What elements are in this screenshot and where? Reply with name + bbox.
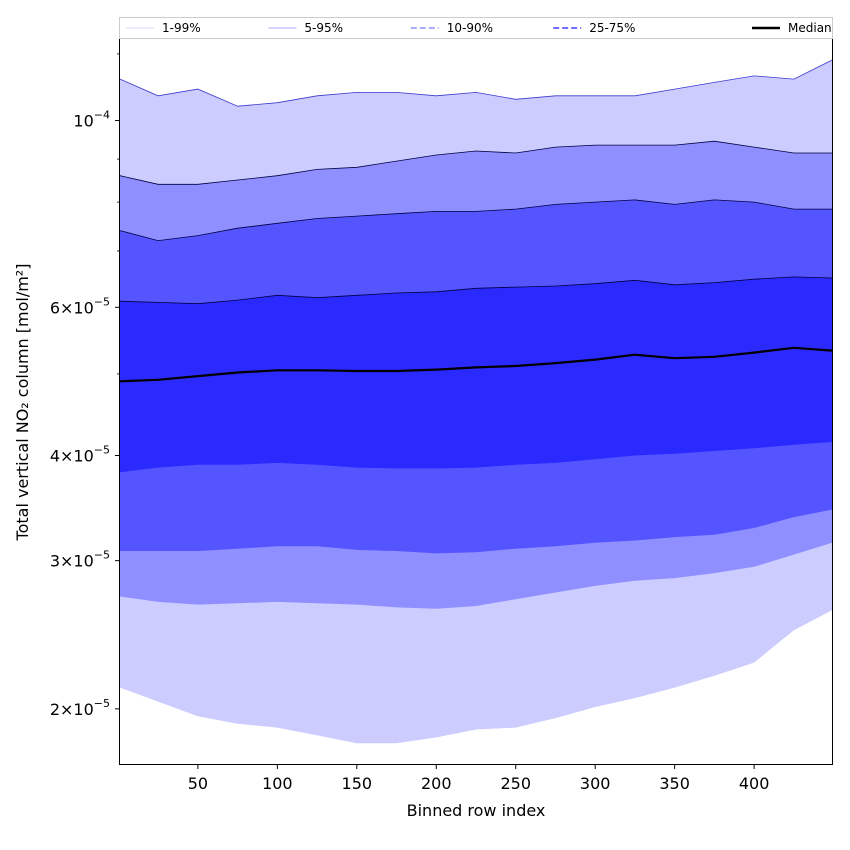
band-upper-edge-10-90% (119, 199, 832, 242)
legend: 1-99% 5-95% 10-90% 25-75% Median (119, 17, 833, 39)
legend-label: Median (788, 21, 832, 35)
x-tick-label: 100 (262, 774, 293, 793)
legend-label: 25-75% (589, 21, 635, 35)
y-tick-label: 6×10−5 (50, 295, 110, 317)
band-upper-edge-5-95% (119, 140, 832, 185)
x-tick-label: 350 (659, 774, 690, 793)
y-tick-label: 3×10−5 (50, 549, 110, 571)
percentile-bands (119, 59, 833, 744)
x-tick-label: 300 (580, 774, 611, 793)
x-tick-label: 400 (739, 774, 770, 793)
y-tick-label: 4×10−5 (50, 444, 110, 466)
x-tick-label: 50 (188, 774, 208, 793)
legend-label: 1-99% (162, 21, 201, 35)
legend-box (119, 17, 833, 39)
median-layer (119, 346, 833, 383)
x-tick-label: 150 (342, 774, 373, 793)
y-axis: 2×10−5 3×10−5 4×10−5 6×10−5 10−4 (50, 53, 120, 719)
band-upper-edge-1-99% (119, 59, 833, 107)
legend-label: 5-95% (304, 21, 343, 35)
band-upper-edge-25-75% (119, 276, 833, 305)
x-tick-label: 250 (500, 774, 531, 793)
x-axis-label: Binned row index (407, 801, 546, 820)
y-tick-label: 10−4 (73, 109, 110, 131)
legend-label: 10-90% (447, 21, 493, 35)
x-tick-label: 200 (421, 774, 452, 793)
band-25-75% (120, 276, 832, 473)
x-axis: 50 100 150 200 250 300 350 400 (188, 764, 770, 793)
y-axis-label: Total vertical NO₂ column [mol/m²] (13, 264, 32, 542)
median-line (119, 346, 833, 383)
y-tick-label: 2×10−5 (50, 697, 110, 719)
